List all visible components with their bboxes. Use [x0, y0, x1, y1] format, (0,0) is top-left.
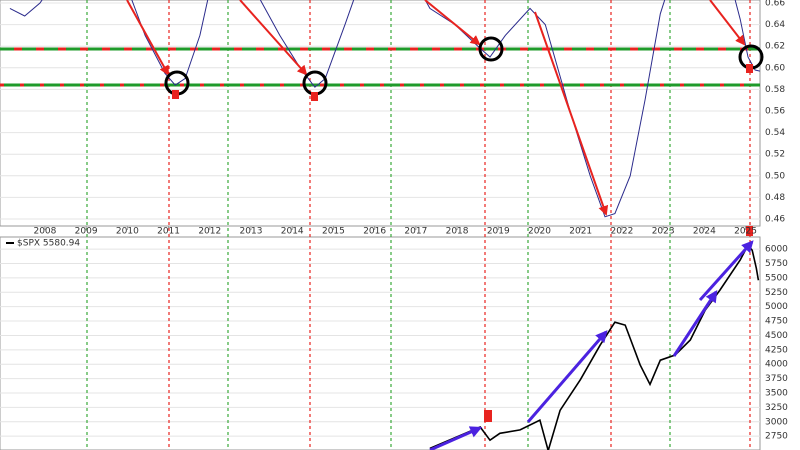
y-tick-label: 0.50	[765, 171, 785, 181]
x-tick-label: 2017	[404, 227, 427, 237]
x-tick-label: 2011	[157, 227, 180, 237]
x-tick-label: 2020	[528, 227, 551, 237]
y-tick-label: 0.54	[765, 128, 785, 138]
y-tick-label: 6000	[765, 245, 788, 255]
y-tick-label: 0.56	[765, 107, 785, 117]
y-tick-label: 3750	[765, 374, 788, 384]
y-tick-label: 3250	[765, 403, 788, 413]
flag	[311, 92, 318, 101]
labels: 0.46 0.48 0.50 0.52 0.54 0.56 0.58 0.60 0.62 0.64…	[33, 0, 788, 442]
x-tick-label: 2022	[610, 227, 633, 237]
y-tick-label: 5500	[765, 273, 788, 283]
arrow	[698, 240, 754, 302]
x-tick-label: 2015	[322, 227, 345, 237]
red-flags	[172, 64, 753, 422]
x-tick-label: 2021	[569, 227, 592, 237]
y-tick-label: 0.60	[765, 63, 785, 73]
flag	[484, 410, 492, 422]
levels	[0, 47, 760, 87]
y-tick-label: 4000	[765, 360, 788, 370]
circle	[478, 36, 504, 62]
x-tick-label: 2014	[281, 227, 304, 237]
bottom-panel	[0, 236, 761, 450]
arrow	[424, 0, 481, 46]
y-tick-label: 4750	[765, 317, 788, 327]
arrow	[526, 330, 608, 423]
arrows	[126, 0, 754, 450]
flag	[172, 90, 179, 99]
x-tick-label: 2018	[446, 227, 469, 237]
grid	[0, 2, 760, 437]
y-tick-label: 3500	[765, 389, 788, 399]
x-tick-label: 2016	[363, 227, 386, 237]
annotations	[86, 0, 751, 450]
y-tick-label: 0.52	[765, 150, 785, 160]
x-tick-label: 2009	[75, 227, 98, 237]
y-tick-label: 5750	[765, 259, 788, 269]
y-tick-label: 0.48	[765, 193, 785, 203]
x-tick-label: 2013	[240, 227, 263, 237]
y-tick-label: 0.62	[765, 42, 785, 52]
y-tick-label: 4250	[765, 345, 788, 355]
y-tick-label: 2750	[765, 432, 788, 442]
arrow	[534, 11, 609, 216]
x-tick-label: 2012	[198, 227, 221, 237]
x-tick-label: 2019	[487, 227, 510, 237]
arrow	[672, 289, 718, 357]
y-tick-label: 0.66	[765, 0, 785, 9]
x-tick-label: 2024	[693, 227, 716, 237]
arrow	[709, 0, 746, 46]
flag	[746, 226, 753, 236]
flag	[746, 64, 753, 73]
y-tick-label: 0.46	[765, 214, 785, 224]
y-tick-label: 0.58	[765, 85, 785, 95]
y-tick-label: 3000	[765, 417, 788, 427]
y-tick-label: 5000	[765, 302, 788, 312]
x-tick-label: 2010	[116, 227, 139, 237]
y-tick-label: 4500	[765, 331, 788, 341]
y-tick-label: 0.64	[765, 20, 785, 30]
top-panel	[0, 0, 761, 227]
arrow	[429, 426, 483, 450]
series-line	[429, 243, 760, 450]
arrow	[126, 0, 169, 76]
y-tick-label: 5250	[765, 288, 788, 298]
arrow	[239, 0, 308, 76]
x-tick-label: 2025	[734, 227, 757, 237]
legend-label: $SPX 5580.94	[17, 239, 80, 249]
x-tick-label: 2008	[33, 227, 56, 237]
x-tick-label: 2023	[652, 227, 675, 237]
